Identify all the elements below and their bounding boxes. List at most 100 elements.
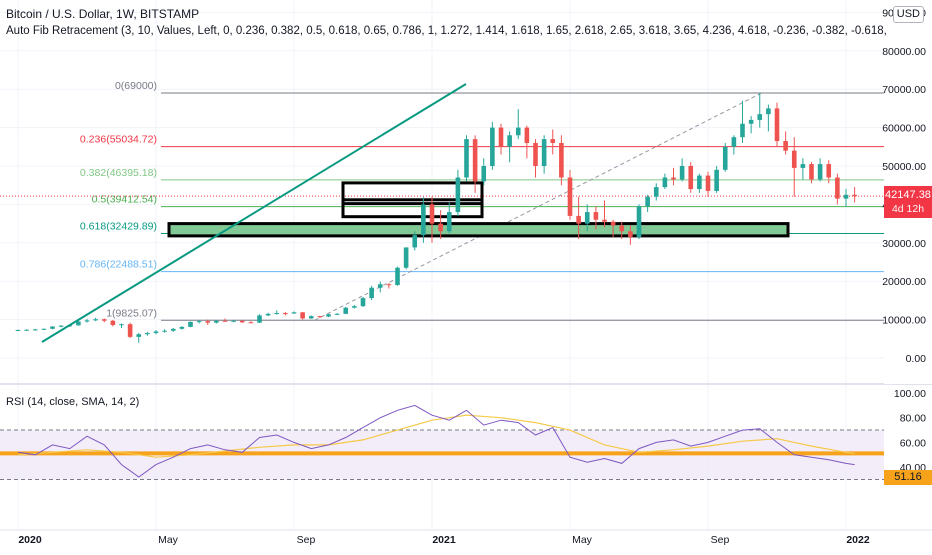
candle-body <box>421 204 426 236</box>
fib-level-label: 0.5(39412.54) <box>92 194 157 206</box>
fib-level-label: 0.382(46395.18) <box>80 167 157 179</box>
candle-body <box>188 321 193 327</box>
candle-body <box>153 331 159 334</box>
time-tick-label: Sep <box>297 534 316 546</box>
candle-body <box>395 267 400 286</box>
candle-body <box>257 315 262 323</box>
candle-body <box>472 139 478 182</box>
fib-level-label: 0.786(22488.51) <box>80 259 157 271</box>
candle-body <box>179 326 185 329</box>
rsi-line <box>17 404 855 478</box>
candle-body <box>791 150 797 168</box>
candle-body <box>291 312 297 314</box>
price-tick-label: 30000.00 <box>882 238 926 250</box>
price-tick-label: 10000.00 <box>882 315 926 327</box>
candle-body <box>671 177 676 180</box>
candle-body <box>162 330 167 332</box>
candle-body <box>300 312 305 319</box>
candle-body <box>843 194 849 199</box>
candle-body <box>783 141 788 151</box>
bar-countdown: 4d 12h <box>891 203 925 215</box>
candle-body <box>550 139 556 143</box>
last-price-value: 42147.38 <box>885 189 931 201</box>
fib-level-label: 0.618(32429.89) <box>80 220 157 232</box>
candle-body <box>84 320 90 322</box>
candle-body <box>377 284 383 288</box>
candle-body <box>170 328 176 331</box>
rsi-tick-label: 60.00 <box>900 437 926 449</box>
rsi-axis-bg <box>884 386 932 530</box>
candle-body <box>584 212 590 224</box>
candle-body <box>464 139 469 178</box>
rsi-legend[interactable]: RSI (14, close, SMA, 14, 2) <box>6 396 140 408</box>
range-box-upper <box>341 181 484 206</box>
time-tick-label: 2021 <box>432 534 456 546</box>
candle-body <box>541 139 547 166</box>
candle-body <box>740 123 745 138</box>
candle-body <box>93 319 98 321</box>
candle-body <box>360 298 366 307</box>
candle-body <box>515 127 521 136</box>
candle-body <box>809 164 814 180</box>
last-price-badge: 42147.38 4d 12h <box>884 186 932 218</box>
candle-body <box>628 231 633 238</box>
candle-body <box>308 316 314 319</box>
candle-body <box>334 313 340 315</box>
candle-body <box>15 329 21 331</box>
candle-body <box>265 313 271 316</box>
candle-body <box>662 177 668 188</box>
candle-body <box>774 108 780 142</box>
candle-body <box>136 334 142 337</box>
price-tick-label: 50000.00 <box>882 161 926 173</box>
candle-body <box>481 166 487 182</box>
candle-body <box>619 225 625 232</box>
fib-level-label: 1(9825.07) <box>106 307 157 319</box>
candle-body <box>498 127 504 147</box>
candle-body <box>610 221 616 226</box>
candle-body <box>559 142 564 178</box>
candle-body <box>636 206 642 238</box>
rsi-value-badge: 51.16 <box>884 470 932 485</box>
fib-indicator-legend[interactable]: Auto Fib Retracement (3, 10, Values, Lef… <box>6 25 886 37</box>
candle-body <box>101 319 107 321</box>
candle-body <box>403 247 409 268</box>
fib-level-label: 0(69000) <box>115 80 157 92</box>
ascending-trendline <box>41 83 467 343</box>
time-tick-label: May <box>158 534 179 546</box>
range-box-lower <box>341 198 484 219</box>
candle-body <box>602 219 607 222</box>
candle-body <box>800 164 806 168</box>
candle-body <box>24 329 29 331</box>
candle-body <box>705 175 711 191</box>
candle-body <box>127 324 133 337</box>
currency-selector[interactable]: USD <box>892 6 924 23</box>
candle-body <box>412 235 418 248</box>
time-axis: 2020MaySep2021MaySep2022MaySep2023MaySep… <box>18 534 870 546</box>
candle-body <box>248 322 254 324</box>
candle-body <box>817 164 823 180</box>
candle-body <box>214 320 219 323</box>
price-tick-label: 20000.00 <box>882 276 926 288</box>
fib-levels: 0(69000) 0.236(55034.72) 0.382(46395.18) 0.… <box>80 80 884 321</box>
fib-level-label: 0.236(55034.72) <box>80 134 157 146</box>
support-zone-box <box>167 222 790 238</box>
candle-body <box>429 204 435 224</box>
candle-body <box>110 320 116 325</box>
symbol-title: Bitcoin / U.S. Dollar, 1W, BITSTAMP <box>6 7 200 21</box>
candle-body <box>119 324 124 326</box>
candle-body <box>679 166 685 180</box>
candle-body <box>58 325 64 327</box>
time-tick-label: May <box>572 534 593 546</box>
rsi-ma-line <box>17 414 855 458</box>
price-tick-label: 80000.00 <box>882 46 926 58</box>
candle-body <box>714 169 719 191</box>
candle-body <box>852 194 857 197</box>
candle-body <box>50 326 55 329</box>
candles <box>15 93 857 343</box>
candle-body <box>352 306 357 308</box>
candle-body <box>32 329 38 331</box>
candle-body <box>438 223 443 232</box>
